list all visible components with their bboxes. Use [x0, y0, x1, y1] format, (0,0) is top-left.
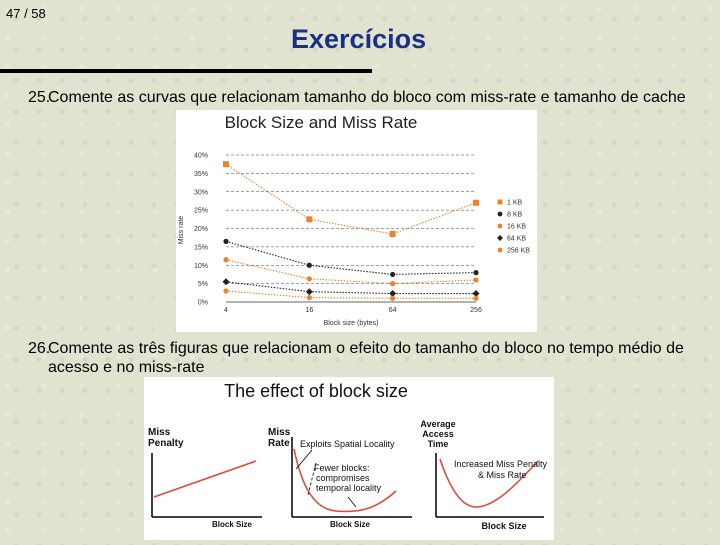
question-text: Comente as curvas que relacionam tamanho… [48, 89, 686, 106]
y-tick-label: 40% [194, 153, 208, 160]
x-tick-label: 64 [389, 307, 397, 314]
panel-xlabel: Block Size [212, 520, 253, 529]
legend-marker [497, 223, 503, 229]
data-point [390, 271, 396, 278]
x-tick-label: 4 [224, 307, 228, 314]
chart-title: Block Size and Miss Rate [225, 113, 418, 132]
data-point [473, 270, 479, 276]
miss-penalty-panel: Miss Penalty Block Size [148, 427, 262, 529]
legend-label: 1 KB [507, 200, 523, 207]
legend-label: 16 KB [507, 224, 526, 231]
data-point [390, 295, 396, 301]
panel-ylabel: Average [420, 419, 455, 429]
data-point [473, 199, 479, 206]
data-point [223, 238, 229, 244]
access-time-annotation: Increased Miss Penalty [454, 459, 548, 469]
slide-title: Exercícios [291, 24, 427, 54]
data-point [222, 278, 230, 286]
data-point [389, 290, 397, 298]
y-tick-label: 30% [194, 189, 208, 196]
miss-rate-annotation: temporal locality [316, 483, 382, 493]
y-tick-label: 15% [194, 244, 208, 251]
panel-ylabel: Penalty [148, 438, 184, 449]
block-size-miss-rate-chart: Block Size and Miss Rate Miss rate Block… [176, 110, 537, 332]
data-point [305, 288, 313, 296]
panel-ylabel: Access [422, 429, 454, 439]
miss-rate-annotation: Exploits Spatial Locality [300, 439, 395, 449]
miss-rate-panel: Miss Rate Exploits Spatial Locality Fewe… [268, 427, 412, 529]
data-point [389, 231, 396, 238]
x-tick-label: 256 [470, 307, 482, 314]
data-point [390, 281, 396, 287]
access-time-curve [439, 458, 539, 508]
y-tick-label: 20% [194, 226, 208, 233]
y-tick-label: 25% [194, 208, 208, 215]
chart-ylabel: Miss rate [178, 216, 185, 245]
series-line [225, 259, 477, 285]
panel-xlabel: Block Size [481, 521, 526, 531]
chart-xlabel: Block size (bytes) [324, 320, 379, 327]
miss-rate-curve [293, 448, 397, 513]
data-point [306, 276, 312, 282]
panel-xlabel: Block Size [330, 520, 371, 529]
panel-ylabel: Time [428, 439, 449, 449]
miss-rate-annotation: compromises [316, 473, 370, 483]
access-time-annotation: & Miss Rate [478, 470, 527, 480]
series-line [225, 290, 476, 299]
legend-label: 8 KB [507, 212, 523, 219]
question-number: 26. [28, 340, 51, 357]
data-point [472, 290, 480, 298]
data-point [473, 277, 479, 283]
legend-marker [497, 199, 503, 205]
legend-marker [497, 211, 503, 217]
y-tick-label: 0% [198, 300, 208, 307]
data-point [306, 294, 312, 301]
miss-penalty-curve [153, 460, 257, 498]
data-point [306, 216, 313, 223]
legend-marker [497, 235, 503, 241]
panel-ylabel: Miss [268, 427, 291, 438]
miss-rate-annotation: Fewer blocks: [314, 463, 370, 473]
slide-number: 47 / 58 [6, 6, 46, 21]
data-point [473, 295, 479, 301]
y-tick-label: 5% [198, 281, 208, 288]
legend-label: 256 KB [507, 248, 530, 255]
block-size-effect-figure: The effect of block size Miss Penalty Bl… [144, 377, 554, 540]
x-tick-label: 16 [305, 307, 313, 314]
question-text: Comente as três figuras que relacionam o… [48, 340, 684, 376]
series-line [225, 163, 477, 235]
series-line [225, 240, 477, 275]
data-point [223, 257, 229, 263]
panel-ylabel: Rate [268, 438, 290, 449]
legend-marker [497, 247, 503, 253]
legend-label: 64 KB [507, 236, 526, 243]
y-tick-label: 35% [194, 171, 208, 178]
data-point [306, 262, 312, 268]
data-point [223, 288, 229, 294]
y-tick-label: 10% [194, 263, 208, 270]
data-point [223, 161, 229, 168]
panel-ylabel: Miss [148, 427, 171, 438]
question-number: 25. [28, 89, 51, 106]
title-underline [0, 69, 372, 73]
figure-title: The effect of block size [224, 381, 408, 401]
average-access-time-panel: Average Access Time Increased Miss Penal… [420, 419, 547, 531]
